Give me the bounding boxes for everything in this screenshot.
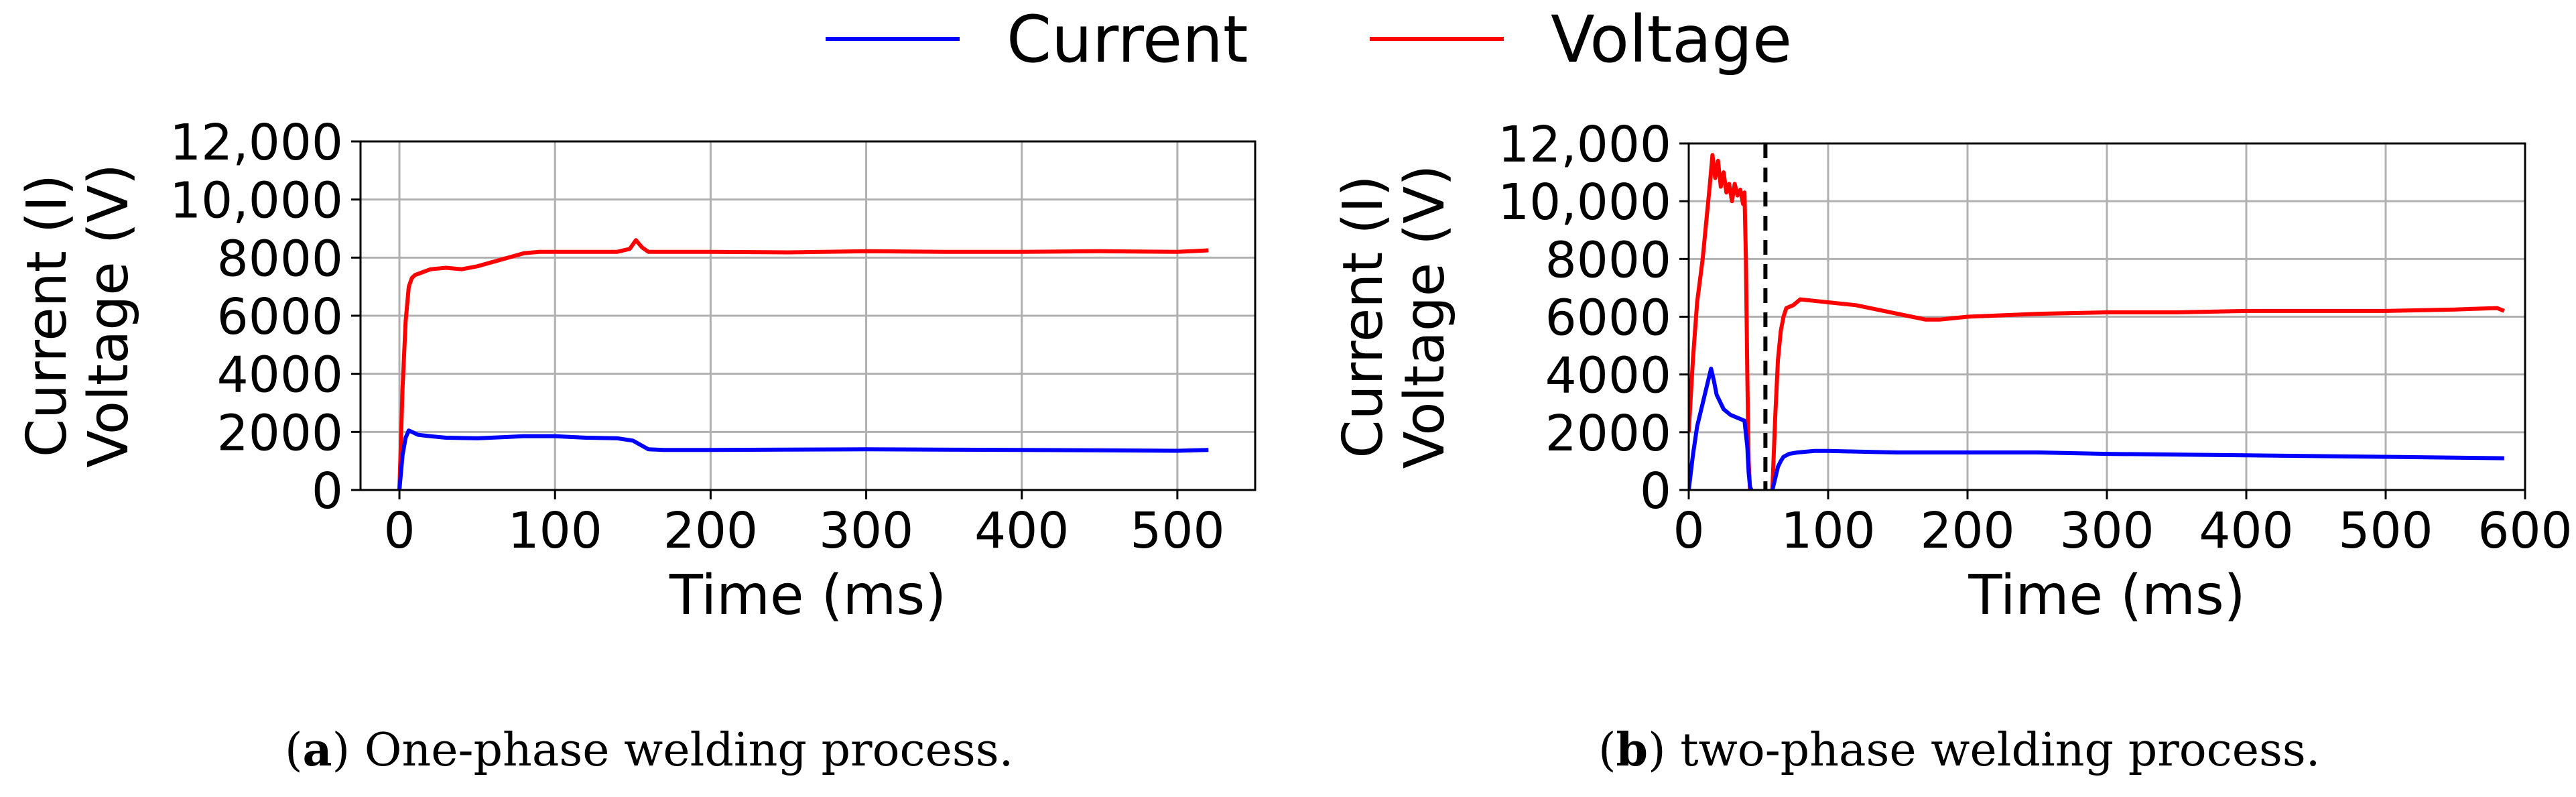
chart-a-y-axis-label-0: Current (I) — [15, 174, 79, 457]
caption-b-letter: b — [1616, 723, 1649, 777]
legend-voltage-label: Voltage — [1551, 2, 1792, 77]
chart-b-xtick-label-5: 500 — [2338, 502, 2433, 560]
chart-a-x-axis-label: Time (ms) — [669, 564, 946, 627]
chart-b-series-current-line-1 — [1770, 448, 2504, 490]
chart-a-xtick-label-0: 0 — [383, 502, 415, 560]
chart-a-series-voltage-line-0 — [397, 238, 1209, 490]
chart-b-ytick-label-6: 12,000 — [1498, 116, 1671, 174]
chart-a-ytick-label-5: 10,000 — [170, 172, 343, 230]
chart-a-ytick-label-4: 8000 — [217, 230, 343, 288]
chart-b-ytick-label-4: 8000 — [1545, 231, 1671, 289]
chart-b-x-axis-label: Time (ms) — [1968, 564, 2245, 627]
chart-b-series-current-line-0 — [1689, 367, 1754, 490]
chart-a-ytick-label-2: 4000 — [217, 347, 343, 404]
chart-a-ytick-label-6: 12,000 — [170, 114, 343, 172]
chart-b-ytick-label-0: 0 — [1640, 463, 1671, 520]
chart-a-series-current-line-0 — [397, 428, 1209, 490]
chart-a-xtick-label-4: 400 — [974, 502, 1069, 560]
chart-b-ytick-label-2: 4000 — [1545, 347, 1671, 405]
chart-b-xtick-label-1: 100 — [1781, 502, 1875, 560]
chart-b-y-axis-label-0: Current (I) — [1332, 175, 1395, 458]
chart-a-xtick-label-1: 100 — [508, 502, 602, 560]
chart-b-series-voltage-line-1 — [1770, 297, 2505, 490]
chart-b-xtick-label-6: 600 — [2477, 502, 2572, 560]
caption-b-open: ( — [1598, 724, 1616, 777]
chart-a-ytick-label-3: 6000 — [217, 288, 343, 346]
chart-b: 0 100 200 300 400 500 6000200040006000800010,0… — [1332, 116, 2573, 627]
chart-a-ytick-label-0: 0 — [312, 463, 343, 520]
chart-b-xtick-label-4: 400 — [2199, 502, 2293, 560]
caption-a-letter: a — [303, 723, 332, 777]
chart-a-xtick-label-5: 500 — [1130, 502, 1224, 560]
chart-b-series-voltage-line-0 — [1689, 153, 1752, 490]
chart-a-xtick-label-2: 200 — [663, 502, 758, 560]
chart-a-xtick-label-3: 300 — [819, 502, 913, 560]
chart-a: 0 100 200 300 400 5000200040006000800010,0001… — [15, 114, 1257, 627]
caption-a-open: ( — [285, 724, 303, 777]
caption-b-text: ) two-phase welding process. — [1648, 724, 2320, 777]
chart-b-ytick-label-5: 10,000 — [1498, 174, 1671, 231]
chart-b-xtick-label-0: 0 — [1673, 502, 1704, 560]
chart-b-y-axis-label-1: Voltage (V) — [1393, 165, 1457, 469]
caption-b: (b) two-phase welding process. — [1598, 723, 2320, 777]
chart-a-y-axis-label-1: Voltage (V) — [77, 164, 141, 468]
chart-b-ytick-label-1: 2000 — [1545, 405, 1671, 463]
chart-a-ytick-label-1: 2000 — [217, 404, 343, 462]
chart-b-ytick-label-3: 6000 — [1545, 290, 1671, 347]
legend-current-label: Current — [1007, 2, 1248, 77]
caption-a: (a) One-phase welding process. — [285, 723, 1013, 777]
caption-a-text: ) One-phase welding process. — [332, 724, 1014, 777]
legend: Current Voltage — [826, 2, 1792, 77]
chart-b-xtick-label-3: 300 — [2059, 502, 2154, 560]
chart-b-xtick-label-2: 200 — [1920, 502, 2014, 560]
